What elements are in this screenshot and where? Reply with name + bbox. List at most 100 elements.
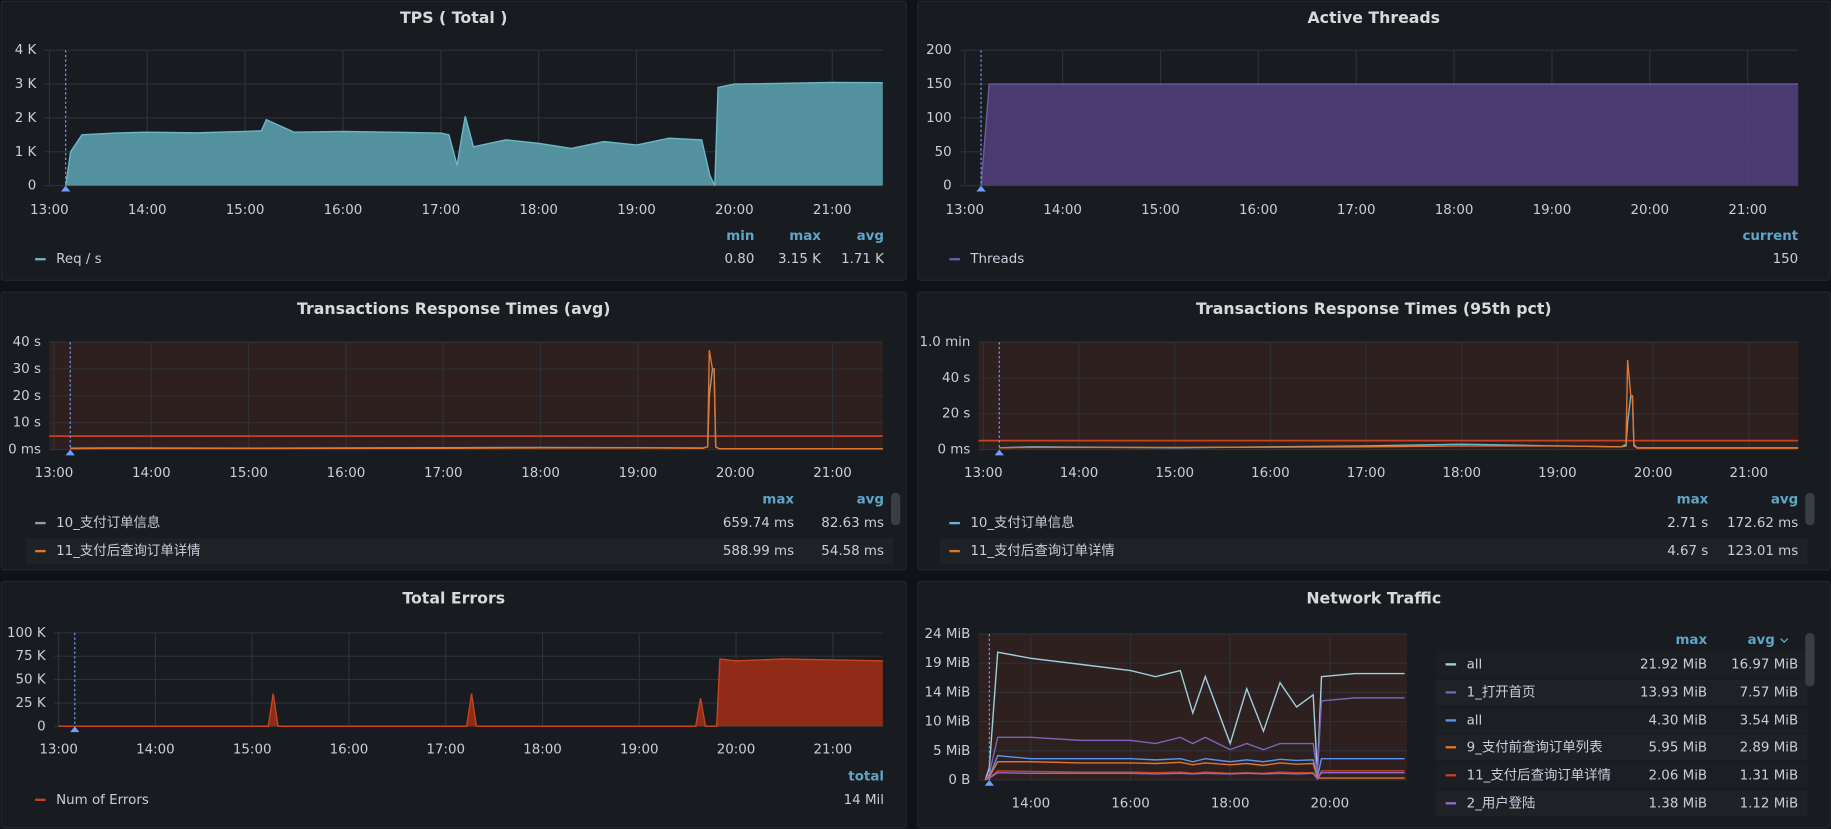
area-fill (58, 658, 883, 727)
plot-threshold-zone (978, 634, 1408, 780)
legend-header: avg (1747, 633, 1774, 648)
legend-scrollbar (890, 492, 901, 526)
x-tick-label: 14:00 (1060, 466, 1099, 481)
y-tick-label: 24 MiB (925, 627, 971, 642)
annotation-marker (994, 449, 1004, 456)
series-line (70, 350, 883, 450)
y-tick-label: 3 K (15, 77, 38, 92)
legend-row-bg (1436, 790, 1808, 817)
legend-row-bg (25, 538, 894, 564)
legend-value: 659.74 ms (723, 516, 794, 531)
x-tick-label: 14:00 (136, 743, 175, 758)
y-tick-label: 200 (926, 43, 952, 58)
y-tick-label: 50 (935, 145, 952, 160)
legend-value: 1.71 K (841, 252, 885, 267)
legend-value: 172.62 ms (1727, 516, 1798, 531)
legend-header: avg (1771, 493, 1798, 508)
legend-value: 1.31 MiB (1740, 768, 1799, 783)
y-tick-label: 100 (926, 111, 952, 126)
y-tick-label: 75 K (16, 649, 47, 664)
legend-value: 2.71 s (1667, 516, 1708, 531)
panel-title: Transactions Response Times (95th pct) (1196, 299, 1552, 318)
legend-value: 82.63 ms (821, 516, 884, 531)
x-tick-label: 20:00 (716, 466, 755, 481)
x-tick-label: 16:00 (327, 466, 366, 481)
x-tick-label: 14:00 (1012, 796, 1051, 811)
panel (917, 291, 1831, 571)
legend-header: total (848, 769, 884, 784)
series-line (984, 651, 1405, 781)
legend-name: Threads (969, 252, 1024, 267)
x-tick-label: 18:00 (521, 466, 560, 481)
series-line (58, 658, 883, 727)
legend-value: 5.95 MiB (1649, 740, 1708, 755)
legend-value: 588.99 ms (723, 544, 794, 559)
y-tick-label: 1.0 min (920, 335, 971, 350)
legend-name: 10_支付订单信息 (970, 514, 1074, 531)
panel-title: Network Traffic (1306, 588, 1441, 607)
legend-value: 4.30 MiB (1649, 713, 1708, 728)
panel (0, 580, 907, 829)
annotation-marker (976, 185, 986, 192)
x-tick-label: 15:00 (226, 203, 265, 218)
x-tick-label: 14:00 (132, 466, 171, 481)
x-tick-label: 16:00 (330, 743, 369, 758)
legend-value: 1.12 MiB (1740, 796, 1799, 811)
legend-name: Num of Errors (56, 793, 149, 808)
x-tick-label: 21:00 (813, 466, 852, 481)
x-tick-label: 18:00 (1435, 203, 1474, 218)
legend-value: 21.92 MiB (1640, 657, 1707, 672)
x-tick-label: 15:00 (1155, 466, 1194, 481)
legend-header: max (789, 229, 821, 244)
legend-value: 7.57 MiB (1740, 685, 1799, 700)
x-tick-label: 13:00 (964, 466, 1003, 481)
legend-row-bg (1436, 734, 1808, 761)
legend-header: max (762, 493, 794, 508)
y-tick-label: 0 (28, 179, 37, 194)
y-tick-label: 100 K (7, 626, 47, 641)
legend-row-bg (1436, 762, 1808, 789)
legend-name: 2_用户登陆 (1467, 794, 1536, 811)
legend-name: 10_支付订单信息 (56, 514, 160, 531)
legend-header: avg (857, 493, 884, 508)
legend-value: 123.01 ms (1727, 544, 1798, 559)
x-tick-label: 18:00 (1442, 466, 1481, 481)
area-fill (981, 84, 1799, 186)
y-tick-label: 2 K (15, 111, 38, 126)
series-line (984, 697, 1405, 781)
legend-row-bg (940, 538, 1808, 564)
x-tick-label: 16:00 (324, 203, 363, 218)
legend-header: avg (857, 229, 884, 244)
legend-header: min (726, 229, 754, 244)
legend-name: 11_支付后查询订单详情 (56, 543, 200, 559)
x-tick-label: 19:00 (619, 466, 658, 481)
legend-value: 1.38 MiB (1649, 796, 1708, 811)
series-line (984, 761, 1405, 781)
panel (0, 291, 907, 571)
legend-name: all (1467, 713, 1483, 728)
x-tick-label: 18:00 (1211, 796, 1250, 811)
x-tick-label: 21:00 (813, 743, 852, 758)
y-tick-label: 0 (943, 179, 952, 194)
legend-value: 16.97 MiB (1731, 657, 1798, 672)
x-tick-label: 18:00 (519, 203, 558, 218)
legend-header: current (1742, 229, 1798, 244)
x-tick-label: 13:00 (35, 466, 74, 481)
sort-caret (1780, 638, 1789, 644)
x-tick-label: 14:00 (128, 203, 167, 218)
legend-value: 2.06 MiB (1649, 768, 1708, 783)
legend-value: 13.93 MiB (1640, 685, 1707, 700)
panel-title: Total Errors (402, 588, 505, 607)
legend-value: 3.15 K (778, 252, 822, 267)
x-tick-label: 17:00 (1337, 203, 1376, 218)
legend-scrollbar (1805, 492, 1815, 526)
area-fill (65, 82, 883, 186)
y-tick-label: 14 MiB (925, 685, 971, 700)
legend-value: 150 (1773, 252, 1799, 267)
x-tick-label: 20:00 (1630, 203, 1669, 218)
legend-value: 14 Mil (844, 793, 884, 808)
series-line (65, 81, 883, 186)
y-tick-label: 20 s (942, 407, 970, 422)
legend-value: 2.89 MiB (1740, 740, 1799, 755)
